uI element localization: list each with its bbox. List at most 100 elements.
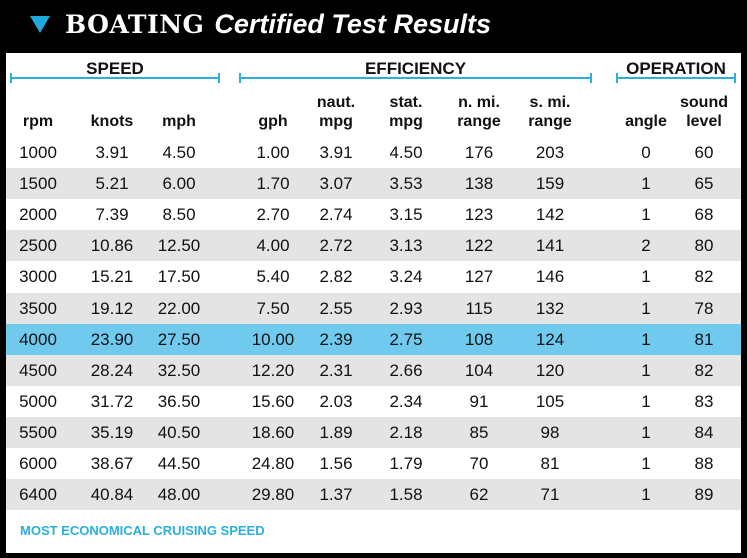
cell-angle: 1 bbox=[641, 174, 651, 194]
column-header-knots: knots bbox=[90, 113, 134, 130]
cell-naut-mpg: 2.72 bbox=[319, 236, 353, 256]
cell-smi-range: 142 bbox=[535, 205, 565, 225]
cell-rpm: 4500 bbox=[19, 360, 57, 380]
cell-rpm: 2000 bbox=[19, 205, 57, 225]
cell-knots: 38.67 bbox=[90, 454, 134, 473]
group-header-efficiency: EFFICIENCY bbox=[364, 59, 467, 78]
cell-knots: 28.24 bbox=[90, 360, 134, 380]
cell-nmi-range: 85 bbox=[469, 422, 489, 442]
column-header-naut-mpg: naut. mpg bbox=[316, 94, 356, 130]
cell-rpm: 6400 bbox=[19, 485, 57, 505]
column-header-sound-level: sound level bbox=[680, 94, 728, 130]
cell-stat-mpg: 4.50 bbox=[389, 143, 423, 162]
cell-smi-range: 71 bbox=[540, 485, 560, 505]
cell-naut-mpg: 2.31 bbox=[319, 360, 353, 380]
cell-nmi-range: 122 bbox=[464, 236, 494, 256]
cell-angle: 1 bbox=[641, 205, 651, 225]
cell-mph: 6.00 bbox=[162, 174, 196, 194]
cell-angle: 1 bbox=[641, 422, 651, 442]
cell-nmi-range: 70 bbox=[469, 454, 489, 473]
cell-gph: 1.70 bbox=[256, 174, 290, 194]
cell-rpm: 5000 bbox=[19, 391, 57, 411]
cell-smi-range: 120 bbox=[535, 360, 565, 380]
group-divider-operation bbox=[616, 73, 736, 83]
table-row: 5000 31.72 36.50 15.60 2.03 2.34 91 105 1 83 bbox=[6, 386, 741, 417]
cell-sound-level: 65 bbox=[694, 174, 714, 194]
cell-stat-mpg: 2.34 bbox=[389, 391, 423, 411]
cell-mph: 40.50 bbox=[157, 422, 201, 442]
cell-nmi-range: 108 bbox=[464, 329, 494, 349]
table-row: 2500 10.86 12.50 4.00 2.72 3.13 122 141 2 80 bbox=[6, 230, 741, 262]
cell-nmi-range: 123 bbox=[464, 205, 494, 225]
cell-stat-mpg: 2.93 bbox=[389, 298, 423, 318]
cell-sound-level: 78 bbox=[694, 298, 714, 318]
cell-smi-range: 159 bbox=[535, 174, 565, 194]
cell-sound-level: 68 bbox=[694, 205, 714, 225]
cell-stat-mpg: 3.24 bbox=[389, 267, 423, 287]
cell-angle: 1 bbox=[641, 360, 651, 380]
column-header-mph: mph bbox=[162, 113, 196, 130]
cell-smi-range: 98 bbox=[540, 422, 560, 442]
cell-sound-level: 80 bbox=[694, 236, 714, 256]
table-row: 3500 19.12 22.00 7.50 2.55 2.93 115 132 1 78 bbox=[6, 292, 741, 324]
cell-mph: 36.50 bbox=[157, 391, 201, 411]
table-row: 1000 3.91 4.50 1.00 3.91 4.50 176 203 0 60 bbox=[6, 137, 741, 168]
cell-angle: 1 bbox=[641, 391, 651, 411]
title-bar: BOATING Certified Test Results bbox=[0, 0, 747, 48]
cell-stat-mpg: 1.58 bbox=[389, 485, 423, 505]
cell-naut-mpg: 1.89 bbox=[319, 422, 353, 442]
column-header-angle: angle bbox=[625, 113, 667, 130]
cell-knots: 35.19 bbox=[90, 422, 134, 442]
cell-rpm: 1000 bbox=[19, 143, 57, 162]
cell-smi-range: 203 bbox=[535, 143, 565, 162]
cell-smi-range: 146 bbox=[535, 267, 565, 287]
cell-sound-level: 60 bbox=[694, 143, 714, 162]
column-header-gph: gph bbox=[258, 113, 288, 130]
cell-naut-mpg: 2.74 bbox=[319, 205, 353, 225]
triangle-down-icon bbox=[29, 13, 51, 35]
cell-mph: 44.50 bbox=[157, 454, 201, 473]
cell-nmi-range: 138 bbox=[464, 174, 494, 194]
cell-mph: 48.00 bbox=[157, 485, 201, 505]
cell-gph: 1.00 bbox=[256, 143, 290, 162]
cell-smi-range: 132 bbox=[535, 298, 565, 318]
cell-stat-mpg: 2.18 bbox=[389, 422, 423, 442]
cell-nmi-range: 62 bbox=[469, 485, 489, 505]
cell-naut-mpg: 1.37 bbox=[319, 485, 353, 505]
group-divider-speed bbox=[10, 73, 220, 83]
cell-smi-range: 105 bbox=[535, 391, 565, 411]
cell-angle: 2 bbox=[641, 236, 651, 256]
group-divider-efficiency bbox=[239, 73, 592, 83]
cell-angle: 1 bbox=[641, 298, 651, 318]
cell-knots: 40.84 bbox=[90, 485, 134, 505]
cell-sound-level: 82 bbox=[694, 267, 714, 287]
cell-angle: 1 bbox=[641, 329, 651, 349]
cell-gph: 7.50 bbox=[256, 298, 290, 318]
cell-knots: 31.72 bbox=[90, 391, 134, 411]
cell-knots: 23.90 bbox=[90, 329, 134, 349]
cell-sound-level: 88 bbox=[694, 454, 714, 473]
cell-stat-mpg: 2.66 bbox=[389, 360, 423, 380]
cell-sound-level: 83 bbox=[694, 391, 714, 411]
cell-nmi-range: 127 bbox=[464, 267, 494, 287]
cell-naut-mpg: 1.56 bbox=[319, 454, 353, 473]
cell-sound-level: 82 bbox=[694, 360, 714, 380]
cell-rpm: 3500 bbox=[19, 298, 57, 318]
cell-knots: 10.86 bbox=[90, 236, 134, 256]
cell-gph: 15.60 bbox=[251, 391, 295, 411]
cell-angle: 1 bbox=[641, 267, 651, 287]
cell-knots: 7.39 bbox=[95, 205, 129, 225]
cell-mph: 32.50 bbox=[157, 360, 201, 380]
cell-gph: 18.60 bbox=[251, 422, 295, 442]
cell-stat-mpg: 2.75 bbox=[389, 329, 423, 349]
cell-stat-mpg: 3.13 bbox=[389, 236, 423, 256]
cell-sound-level: 89 bbox=[694, 485, 714, 505]
table-row: 4500 28.24 32.50 12.20 2.31 2.66 104 120 1 82 bbox=[6, 354, 741, 386]
cell-smi-range: 124 bbox=[535, 329, 565, 349]
cell-naut-mpg: 3.07 bbox=[319, 174, 353, 194]
cell-gph: 2.70 bbox=[256, 205, 290, 225]
cell-mph: 8.50 bbox=[162, 205, 196, 225]
cell-angle: 1 bbox=[641, 485, 651, 505]
cell-mph: 27.50 bbox=[157, 329, 201, 349]
